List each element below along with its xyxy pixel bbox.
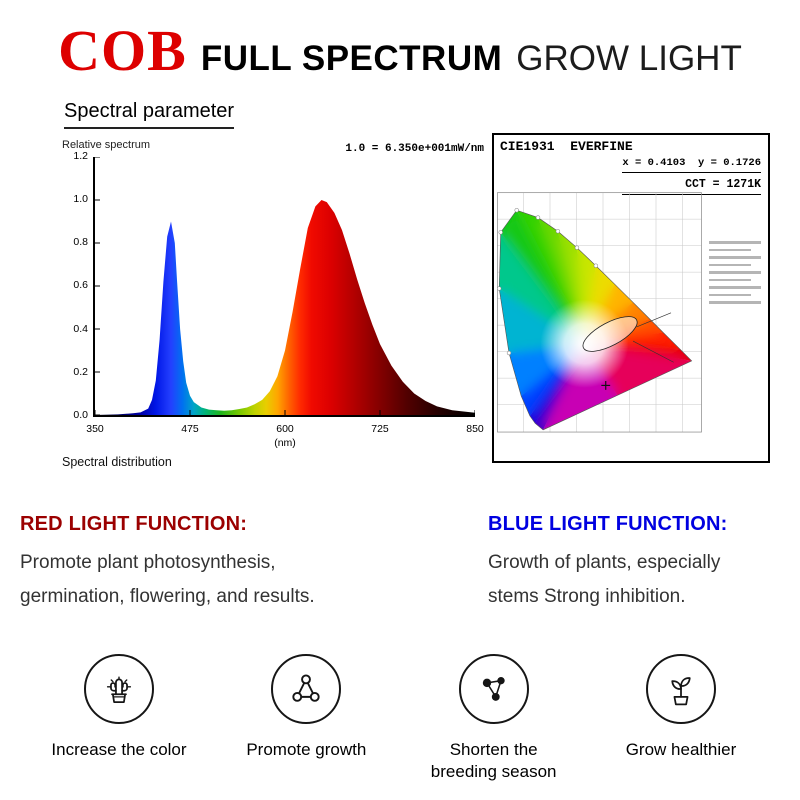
- y-axis-ticks: 1.2 1.0 0.8 0.6 0.4 0.2 0.0: [58, 150, 88, 422]
- y-tick-label: 0.8: [73, 236, 88, 249]
- light-functions: RED LIGHT FUNCTION: Promote plant photos…: [0, 513, 800, 614]
- feature-promote-growth: Promote growth: [213, 654, 399, 782]
- cie-xy-reading: x = 0.4103 y = 0.1726: [622, 157, 761, 173]
- fine-print-line: [709, 271, 761, 274]
- molecule-outline-icon: [271, 654, 342, 725]
- y-tick-label: 0.2: [73, 365, 88, 378]
- molecule-filled-icon: [458, 654, 529, 725]
- header: COB FULL SPECTRUM GROW LIGHT: [0, 0, 800, 84]
- annotation-leader-lines: [632, 312, 674, 363]
- fine-print-line: [709, 286, 761, 289]
- spectrum-curve: [95, 157, 475, 415]
- cie-horseshoe-fill: [499, 210, 692, 430]
- red-light-title: RED LIGHT FUNCTION:: [20, 513, 248, 535]
- features-row: Increase the color Promote growth: [0, 654, 800, 782]
- red-light-function: RED LIGHT FUNCTION: Promote plant photos…: [20, 513, 488, 614]
- fine-print-line: [709, 241, 761, 244]
- title-grow-light: GROW LIGHT: [516, 39, 742, 78]
- scale-note: 1.0 = 6.350e+001mW/nm: [345, 143, 484, 155]
- y-tick-label: 1.0: [73, 193, 88, 206]
- blue-light-function: BLUE LIGHT FUNCTION: Growth of plants, e…: [488, 513, 780, 614]
- blue-light-title: BLUE LIGHT FUNCTION:: [488, 513, 728, 535]
- red-light-line-1: Promote plant photosynthesis,: [20, 552, 276, 573]
- feature-label-line-2: breeding season: [430, 761, 557, 781]
- fine-print-line: [709, 256, 761, 259]
- x-tick-label: 350: [86, 423, 104, 435]
- feature-label: Promote growth: [246, 740, 367, 760]
- x-tick-label: 850: [466, 423, 484, 435]
- fine-print-line: [709, 278, 751, 281]
- x-axis-unit: (nm): [274, 437, 296, 449]
- spectral-plot: [93, 157, 475, 417]
- feature-label: Shorten the breeding season: [431, 739, 557, 782]
- y-tick-label: 1.2: [73, 150, 88, 162]
- feature-grow-healthier: Grow healthier: [588, 654, 774, 782]
- x-tick-label: 475: [181, 423, 199, 435]
- fine-print-line: [709, 293, 751, 296]
- y-tick-label: 0.4: [73, 322, 88, 335]
- y-tick-label: 0.6: [73, 279, 88, 292]
- x-tick-label: 725: [371, 423, 389, 435]
- cie-cct-value: CCT = 1271K: [622, 178, 761, 195]
- sprout-icon: [645, 654, 716, 725]
- cie-plot-frame: [497, 192, 702, 433]
- x-tick-label: 600: [276, 423, 294, 435]
- cie-title: CIE1931 EVERFINE: [500, 139, 633, 154]
- spectral-chart: Relative spectrum 1.0 = 6.350e+001mW/nm …: [58, 131, 490, 477]
- fine-print-line: [709, 263, 751, 266]
- feature-label: Increase the color: [51, 740, 187, 760]
- cie-readings: x = 0.4103 y = 0.1726 CCT = 1271K: [622, 157, 761, 195]
- x-axis-ticks: 350 475 600 725 850: [80, 423, 490, 435]
- charts-area: Relative spectrum 1.0 = 6.350e+001mW/nm …: [0, 131, 800, 477]
- y-axis-label: Relative spectrum: [62, 139, 151, 151]
- title-full-spectrum: FULL SPECTRUM: [200, 39, 503, 78]
- cie-fine-print-lines: [709, 241, 761, 309]
- blue-light-line-2: stems Strong inhibition.: [488, 586, 686, 608]
- cactus-icon: [84, 654, 154, 725]
- feature-increase-color: Increase the color: [26, 654, 212, 782]
- chart-caption: Spectral distribution: [62, 455, 172, 469]
- feature-label-line-1: Shorten the: [449, 740, 538, 760]
- cie-panel: CIE1931 EVERFINE x = 0.4103 y = 0.1726 C…: [492, 133, 770, 463]
- fine-print-line: [709, 248, 751, 251]
- blue-light-line-1: Growth of plants, especially: [488, 552, 721, 573]
- cie-diagram: [497, 192, 702, 433]
- wavelength-marker-dots: [497, 208, 599, 356]
- feature-shorten-season: Shorten the breeding season: [401, 654, 587, 782]
- red-light-line-2: germination, flowering, and results.: [20, 586, 315, 608]
- blackbody-locus-ellipse: [582, 316, 638, 352]
- measurement-point-marker: [601, 380, 611, 390]
- y-tick-label: 0.0: [73, 408, 88, 421]
- fine-print-line: [709, 301, 761, 304]
- section-title: Spectral parameter: [64, 100, 235, 129]
- feature-label: Grow healthier: [625, 740, 737, 760]
- brand-cob: COB: [58, 18, 187, 83]
